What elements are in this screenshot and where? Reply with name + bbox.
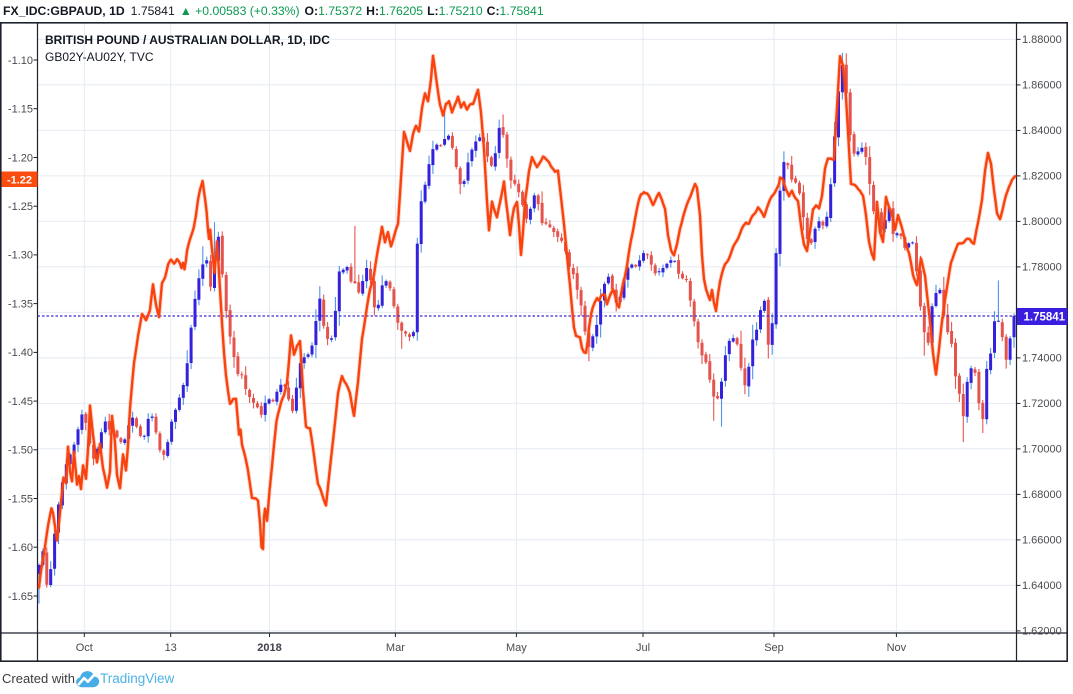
svg-text:2018: 2018 <box>257 642 281 654</box>
svg-text:-1.55: -1.55 <box>8 493 33 505</box>
svg-text:Nov: Nov <box>887 642 907 654</box>
svg-text:1.78000: 1.78000 <box>1022 262 1062 274</box>
svg-text:1.80000: 1.80000 <box>1022 216 1062 228</box>
svg-text:Mar: Mar <box>386 642 405 654</box>
svg-text:1.84000: 1.84000 <box>1022 125 1062 137</box>
svg-text:1.74000: 1.74000 <box>1022 353 1062 365</box>
svg-text:May: May <box>506 642 527 654</box>
svg-text:-1.22: -1.22 <box>7 174 32 186</box>
svg-text:Jul: Jul <box>636 642 650 654</box>
svg-text:Sep: Sep <box>764 642 784 654</box>
svg-text:Oct: Oct <box>76 642 93 654</box>
svg-text:1.86000: 1.86000 <box>1022 80 1062 92</box>
svg-text:-1.50: -1.50 <box>8 445 33 457</box>
svg-text:1.62000: 1.62000 <box>1022 626 1062 638</box>
svg-text:1.72000: 1.72000 <box>1022 398 1062 410</box>
svg-text:-1.45: -1.45 <box>8 396 33 408</box>
svg-text:1.64000: 1.64000 <box>1022 580 1062 592</box>
svg-text:1.88000: 1.88000 <box>1022 34 1062 46</box>
svg-text:-1.15: -1.15 <box>8 104 33 116</box>
svg-text:1.68000: 1.68000 <box>1022 489 1062 501</box>
svg-text:-1.35: -1.35 <box>8 298 33 310</box>
svg-text:-1.40: -1.40 <box>8 347 33 359</box>
svg-text:-1.65: -1.65 <box>8 591 33 603</box>
svg-text:-1.20: -1.20 <box>8 152 33 164</box>
svg-text:BRITISH POUND / AUSTRALIAN DOL: BRITISH POUND / AUSTRALIAN DOLLAR, 1D, I… <box>45 33 330 47</box>
svg-text:TradingView: TradingView <box>100 671 175 686</box>
svg-text:GB02Y-AU02Y, TVC: GB02Y-AU02Y, TVC <box>45 50 154 64</box>
svg-text:-1.25: -1.25 <box>8 201 33 213</box>
svg-text:1.82000: 1.82000 <box>1022 171 1062 183</box>
svg-text:-1.30: -1.30 <box>8 250 33 262</box>
svg-text:-1.10: -1.10 <box>8 55 33 67</box>
svg-text:Created with: Created with <box>2 671 75 686</box>
svg-text:13: 13 <box>165 642 177 654</box>
svg-text:FX_IDC:GBPAUD, 1D1.75841▲ +0.0: FX_IDC:GBPAUD, 1D 1.75841 ▲ +0.00583 (+0.3… <box>3 4 544 18</box>
svg-text:-1.60: -1.60 <box>8 542 33 554</box>
svg-text:1.75841: 1.75841 <box>1024 312 1066 324</box>
svg-text:1.70000: 1.70000 <box>1022 444 1062 456</box>
svg-text:1.66000: 1.66000 <box>1022 535 1062 547</box>
